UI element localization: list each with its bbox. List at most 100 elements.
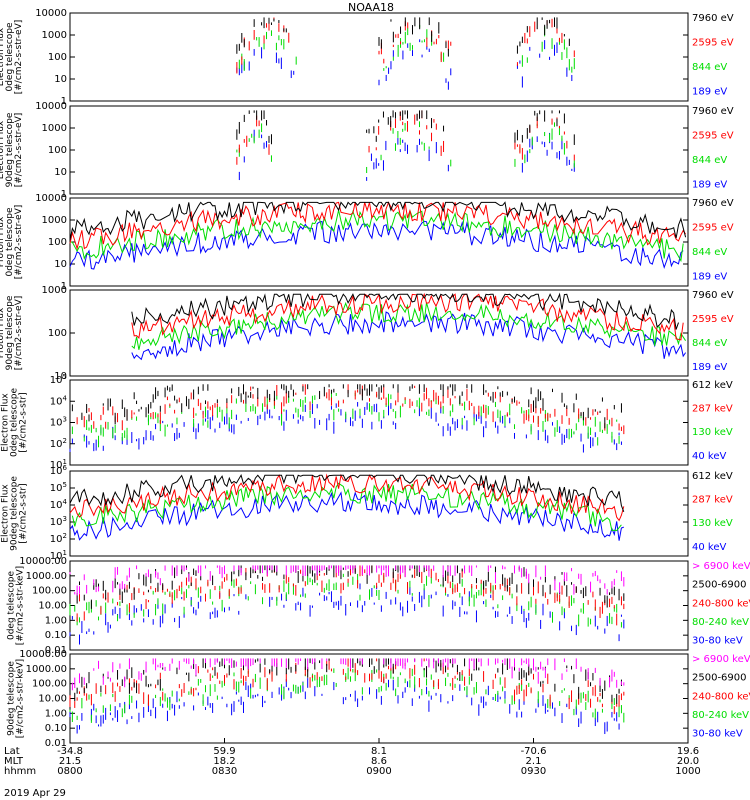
x-tick-label: 8.6	[371, 756, 387, 767]
legend-entry: 2595 eV	[692, 314, 734, 325]
y-axis-label-line: 0deg telescope	[5, 22, 15, 92]
chart-title: NOAA18	[348, 1, 394, 14]
y-tick-label: 106	[50, 464, 68, 477]
y-axis-label-line: [#/cm2-s-str-keV]	[16, 659, 26, 738]
series-blue	[69, 491, 624, 541]
series-black	[76, 565, 625, 609]
legend-entry: > 6900 keV	[692, 561, 750, 572]
legend-entry: 30-80 keV	[692, 729, 743, 740]
y-tick-label: 100	[48, 237, 67, 248]
x-tick-label: 20.0	[677, 756, 699, 767]
legend-entry: 7960 eV	[692, 198, 734, 209]
y-tick-label: 100.00	[32, 679, 67, 690]
y-tick-exponent: 5	[63, 481, 67, 489]
y-tick-label: 1000	[42, 123, 67, 134]
legend-entry: 189 eV	[692, 362, 727, 373]
y-axis-label-line: Electron Flux	[1, 484, 11, 543]
y-axis-label: 90deg telescope[#/cm2-s-str-keV]	[7, 659, 26, 738]
y-axis-label-line: 0deg telescope	[5, 207, 15, 277]
legend-entry: 2500-6900	[692, 580, 747, 591]
y-tick-label: 100.00	[32, 586, 67, 597]
legend-entry: 40 keV	[692, 451, 726, 462]
legend-entry: 2595 eV	[692, 131, 734, 142]
y-tick-label: 1000	[42, 30, 67, 41]
x-tick-label: 19.6	[677, 746, 699, 757]
y-tick-label: 10	[54, 259, 67, 270]
y-axis-label: 0deg telescope[#/cm2-s-str-keV]	[7, 566, 26, 645]
y-axis-label-line: Proton Flux	[0, 216, 6, 267]
y-tick-label: 103	[50, 515, 67, 528]
legend-entry: 189 eV	[692, 87, 727, 98]
legend-entry: 844 eV	[692, 62, 727, 73]
y-tick-exponent: 2	[63, 437, 67, 445]
legend-entry: 287 keV	[692, 404, 733, 415]
legend-entry: 189 eV	[692, 272, 727, 283]
x-tick-label: 1000	[675, 766, 700, 777]
legend-entry: 612 keV	[692, 380, 733, 391]
y-tick-label: 104	[50, 394, 68, 407]
y-axis-label: MEPEDElectron Flux90deg telescope[#/cm2-…	[0, 476, 29, 551]
series-green	[71, 392, 620, 448]
y-axis-label-line: 90deg telescope	[5, 112, 15, 187]
series-black	[69, 201, 687, 241]
y-axis-label-line: 0deg telescope	[10, 388, 20, 458]
y-axis-label-line: 90deg telescope	[7, 661, 17, 736]
legend-entry: 30-80 keV	[692, 636, 743, 647]
date-label: 2019 Apr 29	[4, 788, 66, 799]
x-tick-label: 0800	[57, 766, 82, 777]
series-blue	[236, 39, 573, 90]
series-magenta	[69, 565, 625, 596]
panel-6: 106105104103102101MEPEDElectron Flux90de…	[0, 464, 733, 562]
legend-entry: > 6900 keV	[692, 654, 750, 665]
y-tick-label: 1	[61, 189, 67, 200]
legend-entry: 7960 eV	[692, 290, 734, 301]
legend-entry: 240-800 keV	[692, 598, 750, 609]
series-black	[69, 474, 625, 512]
y-axis-label-line: 90deg telescope	[5, 295, 15, 370]
panel-frame	[69, 12, 689, 102]
panel-2: 10000 1000 100 10 1 Electron Flux90deg telesc…	[0, 101, 734, 200]
series-red	[69, 201, 687, 251]
y-axis-label-line: Proton Flux	[0, 307, 6, 358]
y-tick-label: 1000.00	[26, 664, 67, 675]
y-tick-label: 10000	[35, 101, 67, 112]
series-red	[69, 658, 625, 715]
series-green	[69, 667, 625, 723]
legend-entry: 80-240 keV	[692, 617, 749, 628]
legend-entry: 80-240 keV	[692, 710, 749, 721]
y-tick-label: 1000	[42, 215, 67, 226]
series-black	[236, 110, 575, 145]
y-axis-label-line: MEPED	[0, 407, 2, 439]
y-tick-label: 102	[50, 437, 67, 450]
y-axis-label: Electron Flux90deg telescope[#/cm2-s-str…	[0, 112, 24, 187]
y-axis-label-line: [#/cm2-s-str-eV]	[14, 113, 24, 188]
x-tick-label: 0830	[212, 766, 237, 777]
legend-entry: 40 keV	[692, 542, 726, 553]
y-tick-label: 1.00	[45, 615, 67, 626]
panel-1: 10000 1000 100 10 1 Electron Flux0deg telesco…	[0, 8, 734, 107]
panel-frame	[69, 470, 689, 557]
series-blue	[69, 583, 625, 645]
legend-entry: 287 keV	[692, 495, 733, 506]
y-axis-label-line: [#/cm2-s-str-eV]	[14, 205, 24, 280]
panel-7: 10000.00 1000.00 100.00 10.00 1.00 0.10 0.01 0d…	[7, 556, 750, 656]
y-tick-label: 10.00	[38, 601, 67, 612]
series-blue	[238, 129, 575, 181]
y-tick-label: 0.10	[45, 630, 67, 641]
y-tick-label: 0.10	[45, 723, 67, 734]
y-axis-label: MEPEDElectron Flux0deg telescope[#/cm2-s…	[0, 388, 29, 458]
panels: 10000 1000 100 10 1 Electron Flux 0deg telesco…	[0, 8, 750, 749]
y-tick-label: 0.01	[45, 738, 67, 749]
y-tick-label: 105	[50, 373, 67, 386]
series-red	[69, 473, 625, 522]
y-tick-label: 10000.00	[19, 649, 67, 660]
legend-entry: 2500-6900	[692, 673, 747, 684]
y-axis-label-line: [#/cm2-s-str]	[19, 483, 29, 543]
y-tick-label: 1.00	[45, 708, 67, 719]
y-axis-label-line: 90deg telescope	[10, 476, 20, 551]
y-axis-label-line: [#/cm2-s-str-eV]	[14, 20, 24, 95]
legend-entry: 7960 eV	[692, 106, 734, 117]
y-tick-label: 10000.00	[19, 556, 67, 567]
